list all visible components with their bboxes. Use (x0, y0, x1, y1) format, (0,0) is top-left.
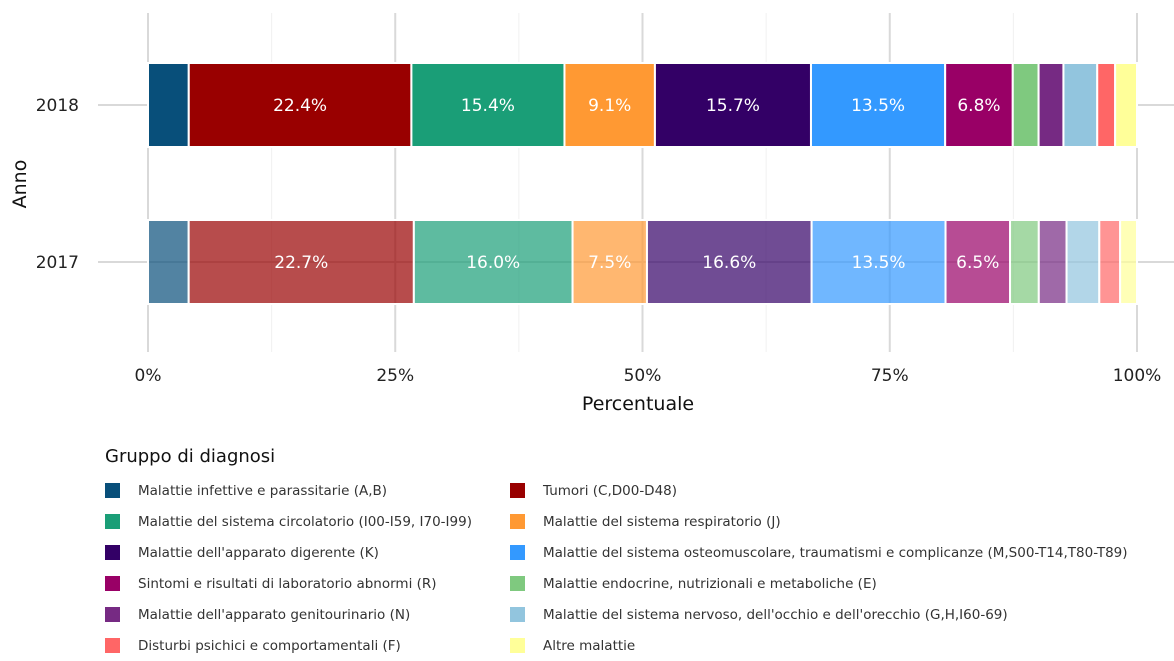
bar-value-label: 16.6% (702, 253, 756, 273)
legend-swatch (105, 638, 120, 653)
bar-segment (944, 62, 1014, 148)
bar-value-label: 22.4% (273, 96, 327, 116)
legend-swatch (105, 545, 120, 560)
x-axis-title: Percentuale (582, 393, 694, 415)
bar-segment (147, 62, 190, 148)
bar-segment (1119, 219, 1138, 305)
legend-item: Malattie del sistema circolatorio (I00-I… (105, 506, 510, 537)
legend-label: Malattie dell'apparato digerente (K) (138, 544, 379, 561)
legend-item: Malattie del sistema nervoso, dell'occhi… (510, 599, 1174, 630)
legend-swatch (510, 483, 525, 498)
legend-swatch (510, 576, 525, 591)
bar-labels-layer: 22.4% 15.4% 9.1% 15.7% 13.5% 6.8% 22.7% 16.0% 7.… (273, 96, 1000, 273)
legend-item: Altre malattie (510, 630, 1174, 661)
bar-segment (1062, 62, 1099, 148)
bar-value-label: 6.8% (957, 96, 1000, 116)
legend-item: Sintomi e risultati di laboratorio abnor… (105, 568, 510, 599)
y-axis-ticks: 2018 2017 (36, 96, 79, 273)
legend-label: Malattie endocrine, nutrizionali e metab… (543, 575, 877, 592)
legend-label: Malattie del sistema osteomuscolare, tra… (543, 544, 1128, 561)
bar-segment (147, 219, 190, 305)
bar-segment (410, 62, 566, 148)
legend-items: Malattie infettive e parassitarie (A,B) T… (105, 475, 1174, 661)
legend-label: Malattie del sistema respiratorio (J) (543, 513, 781, 530)
legend-item: Tumori (C,D00-D48) (510, 475, 1174, 506)
legend-swatch (510, 514, 525, 529)
stacked-bar-chart: 22.4% 15.4% 9.1% 15.7% 13.5% 6.8% 22.7% 16.0% 7.… (9, 13, 1174, 415)
bar-value-label: 16.0% (466, 253, 520, 273)
x-axis-ticks: 0% 25% 50% 75% 100% (135, 366, 1162, 386)
x-tick-label: 25% (376, 366, 414, 386)
legend-item: Disturbi psichici e comportamentali (F) (105, 630, 510, 661)
legend-label: Altre malattie (543, 637, 636, 654)
legend-label: Malattie dell'apparato genitourinario (N… (138, 606, 411, 623)
bar-segment (1011, 62, 1040, 148)
legend-item: Malattie dell'apparato digerente (K) (105, 537, 510, 568)
bar-value-label: 15.7% (706, 96, 760, 116)
legend-label: Malattie del sistema nervoso, dell'occhi… (543, 606, 1008, 623)
bar-segment (571, 219, 648, 305)
legend-swatch (105, 483, 120, 498)
legend-swatch (510, 545, 525, 560)
legend-swatch (105, 514, 120, 529)
x-tick-label: 0% (135, 366, 162, 386)
legend-item: Malattie del sistema osteomuscolare, tra… (510, 537, 1174, 568)
bars-layer (147, 62, 1139, 305)
bar-segment (1114, 62, 1139, 148)
legend-swatch (105, 576, 120, 591)
y-tick-label: 2018 (36, 96, 79, 116)
bar-value-label: 13.5% (851, 96, 905, 116)
legend-item: Malattie del sistema respiratorio (J) (510, 506, 1174, 537)
bar-value-label: 6.5% (956, 253, 999, 273)
legend-swatch (510, 607, 525, 622)
bar-segment (1037, 219, 1068, 305)
legend-label: Malattie infettive e parassitarie (A,B) (138, 482, 388, 499)
x-tick-label: 100% (1113, 366, 1162, 386)
bar-segment (944, 219, 1012, 305)
bar-value-label: 15.4% (461, 96, 515, 116)
bar-value-label: 9.1% (588, 96, 631, 116)
legend-item: Malattie endocrine, nutrizionali e metab… (510, 568, 1174, 599)
x-tick-label: 75% (871, 366, 909, 386)
legend: Gruppo di diagnosi Malattie infettive e … (105, 443, 1174, 661)
bar-segment (187, 219, 415, 305)
bar-value-label: 22.7% (274, 253, 328, 273)
bar-value-label: 13.5% (852, 253, 906, 273)
bar-segment (1037, 62, 1065, 148)
legend-swatch (510, 638, 525, 653)
legend-label: Disturbi psichici e comportamentali (F) (138, 637, 401, 654)
legend-label: Malattie del sistema circolatorio (I00-I… (138, 513, 472, 530)
bar-segment (810, 219, 947, 305)
y-tick-label: 2017 (36, 253, 79, 273)
y-axis-title: Anno (9, 160, 31, 209)
legend-item: Malattie dell'apparato genitourinario (N… (105, 599, 510, 630)
bar-segment (1098, 219, 1122, 305)
bar-segment (1065, 219, 1101, 305)
legend-swatch (105, 607, 120, 622)
legend-label: Sintomi e risultati di laboratorio abnor… (138, 575, 437, 592)
legend-label: Tumori (C,D00-D48) (543, 482, 678, 499)
x-tick-label: 50% (624, 366, 662, 386)
bar-segment (1009, 219, 1040, 305)
legend-item: Malattie infettive e parassitarie (A,B) (105, 475, 510, 506)
legend-title: Gruppo di diagnosi (105, 446, 276, 467)
bar-value-label: 7.5% (588, 253, 631, 273)
bar-segment (1096, 62, 1117, 148)
bar-segment (809, 62, 947, 148)
bar-segment (412, 219, 574, 305)
